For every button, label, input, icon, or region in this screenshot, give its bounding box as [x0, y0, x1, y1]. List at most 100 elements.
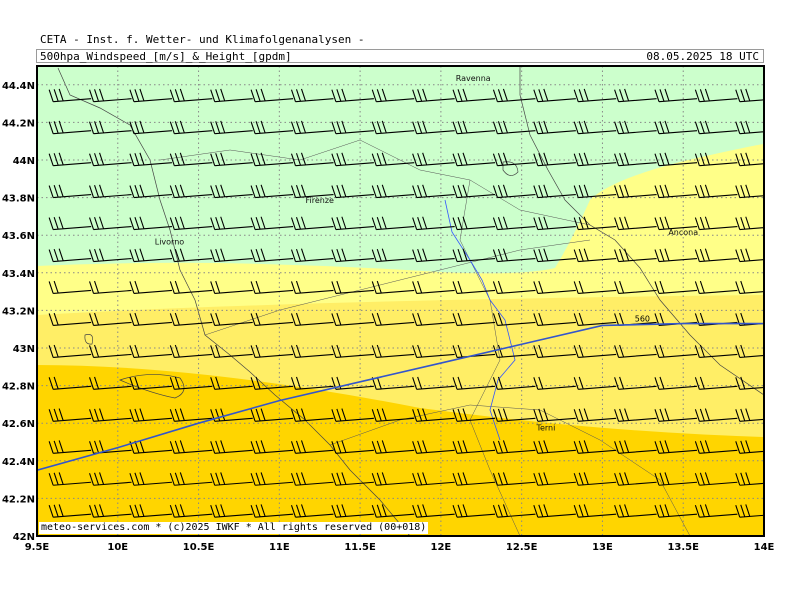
lat-tick-label: 44.2N	[2, 118, 35, 129]
wind-barb	[290, 440, 334, 454]
wind-barb	[412, 88, 455, 103]
wind-barb	[533, 344, 576, 358]
wind-barb	[573, 152, 617, 167]
wind-barb	[412, 120, 455, 135]
wind-barb	[412, 344, 455, 358]
wind-barb	[412, 504, 455, 518]
wind-barb	[250, 472, 294, 486]
wind-barb	[412, 248, 455, 263]
wind-barb	[290, 344, 334, 358]
wind-barb	[533, 440, 576, 454]
wind-barb	[694, 88, 738, 103]
wind-barb	[331, 504, 374, 518]
wind-barb	[129, 440, 172, 454]
wind-barb	[614, 152, 657, 167]
wind-barb	[129, 216, 172, 231]
wind-barb	[694, 152, 738, 167]
wind-barb	[573, 248, 617, 263]
city-label: Firenze	[305, 196, 334, 205]
lon-tick-label: 11E	[269, 542, 290, 553]
wind-barb	[492, 312, 536, 326]
wind-barb	[654, 504, 698, 518]
wind-barb	[533, 248, 576, 263]
wind-barb	[533, 408, 576, 422]
wind-barb	[412, 376, 455, 390]
wind-barb	[452, 376, 496, 390]
lat-tick-label: 42.2N	[2, 494, 35, 505]
wind-barb	[533, 472, 576, 486]
wind-barb	[371, 280, 415, 295]
wind-barb	[210, 376, 253, 390]
wind-barb	[735, 376, 764, 390]
wind-barb	[694, 248, 738, 263]
wind-barb	[654, 440, 698, 454]
wind-barb	[614, 504, 657, 518]
city-label: Ancona	[668, 228, 698, 237]
wind-barb	[48, 280, 92, 295]
wind-barb	[452, 344, 496, 358]
wind-barb	[614, 120, 657, 135]
grid-lines	[37, 66, 764, 536]
wind-barb	[129, 248, 172, 263]
wind-barb	[412, 184, 455, 199]
wind-barb	[129, 376, 172, 390]
wind-barb	[694, 376, 738, 390]
wind-barb	[412, 280, 455, 295]
wind-barb	[48, 184, 92, 199]
wind-barb	[694, 344, 738, 358]
wind-barb	[48, 344, 92, 358]
wind-barb	[169, 504, 213, 518]
wind-barb	[735, 408, 764, 422]
contour-label: 560	[635, 315, 650, 324]
wind-barb	[210, 248, 253, 263]
wind-barb	[492, 344, 536, 358]
wind-barb	[654, 344, 698, 358]
wind-barb	[614, 216, 657, 231]
wind-barb	[48, 472, 92, 486]
wind-barb	[89, 472, 132, 486]
wind-barb	[331, 440, 374, 454]
wind-barb	[452, 280, 496, 295]
wind-barb	[614, 280, 657, 295]
wind-barb	[412, 152, 455, 167]
wind-barb	[412, 312, 455, 326]
wind-barb	[371, 120, 415, 135]
wind-barb	[371, 344, 415, 358]
wind-barb	[129, 88, 172, 103]
wind-barb	[452, 504, 496, 518]
wind-barb	[48, 504, 92, 518]
wind-barb	[290, 408, 334, 422]
wind-barb	[694, 120, 738, 135]
organization-title: CETA - Inst. f. Wetter- und Klimafolgena…	[40, 33, 365, 46]
wind-barb	[290, 120, 334, 135]
wind-barb	[129, 408, 172, 422]
plot-frame	[36, 65, 765, 537]
wind-barb	[250, 408, 294, 422]
wind-barb	[169, 184, 213, 199]
wind-barb	[250, 216, 294, 231]
wind-barb	[210, 408, 253, 422]
wind-barb	[89, 248, 132, 263]
wind-barb	[452, 120, 496, 135]
wind-barb	[169, 120, 213, 135]
wind-barb	[371, 152, 415, 167]
wind-barb	[694, 472, 738, 486]
wind-barb	[169, 440, 213, 454]
wind-barb	[694, 184, 738, 199]
wind-barb	[290, 152, 334, 167]
wind-barb	[654, 184, 698, 199]
lat-tick-label: 44.4N	[2, 81, 35, 92]
wind-barb	[331, 184, 374, 199]
wind-barb	[169, 408, 213, 422]
wind-barb	[250, 312, 294, 326]
city-label: Livorno	[155, 238, 185, 247]
wind-barb	[331, 152, 374, 167]
axis-ticks: 9.5E 10E 10.5E 11E 11.5E 12E 12.5E 13E 13.5E 14E 4…	[2, 81, 775, 553]
wind-barb	[492, 472, 536, 486]
wind-barb	[533, 216, 576, 231]
lat-tick-label: 44N	[13, 156, 35, 167]
wind-barb	[573, 472, 617, 486]
wind-barb	[654, 120, 698, 135]
wind-barb	[654, 280, 698, 295]
